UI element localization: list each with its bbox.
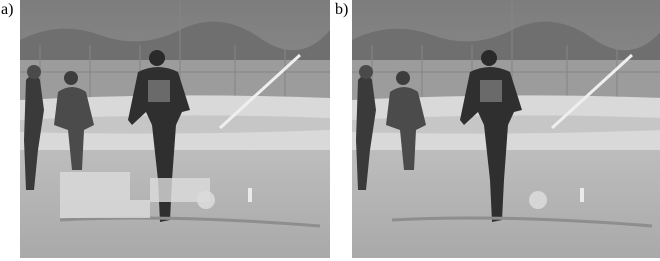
page: a) b)	[0, 0, 660, 261]
panel-label: a)	[1, 1, 13, 18]
photo-a	[20, 0, 330, 258]
photo-b	[352, 0, 660, 258]
panel-label: b)	[335, 1, 348, 18]
figure: a) b)	[0, 0, 660, 261]
